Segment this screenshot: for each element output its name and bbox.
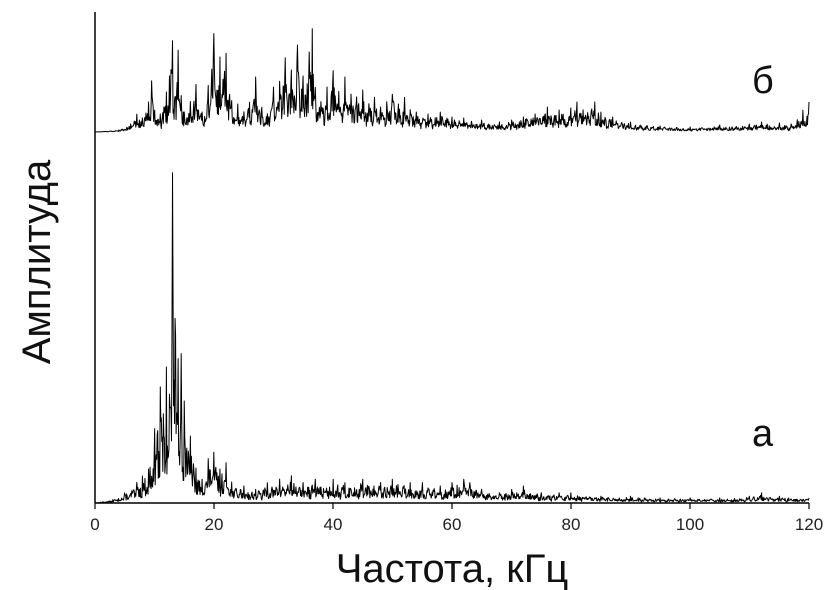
- x-tick-label: 40: [324, 515, 343, 534]
- series-line-b: [94, 28, 810, 133]
- series-label-a: а: [752, 413, 774, 455]
- x-tick-label: 0: [90, 515, 99, 534]
- axes: [94, 12, 809, 504]
- x-tick-label: 80: [562, 515, 581, 534]
- series-label-b: б: [752, 60, 774, 102]
- x-tick-label: 100: [676, 515, 704, 534]
- x-tick-label: 120: [795, 515, 823, 534]
- series-line-a: [94, 172, 810, 504]
- x-axis-title: Частота, кГц: [336, 547, 569, 590]
- x-ticks: 0 20 40 60 80 100 120: [90, 503, 823, 534]
- x-tick-label: 20: [205, 515, 224, 534]
- y-axis-title: Амплитуда: [15, 159, 59, 364]
- x-tick-label: 60: [443, 515, 462, 534]
- series-lines: [94, 28, 810, 504]
